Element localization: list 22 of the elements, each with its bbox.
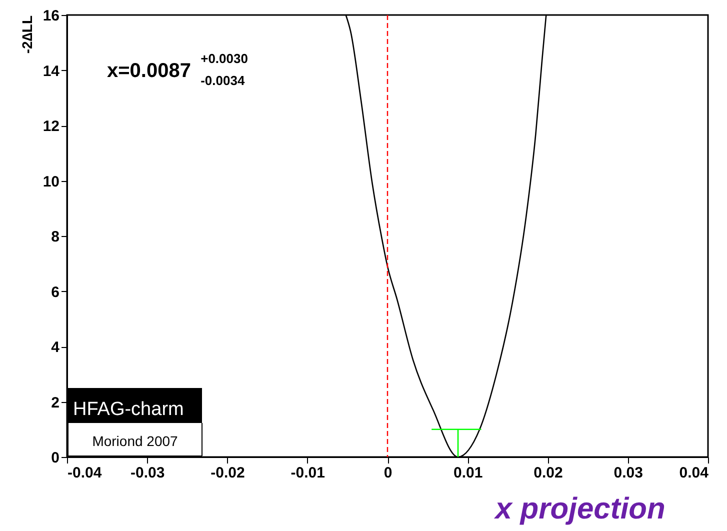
x-tick-label: 0	[384, 464, 392, 482]
x-tick-label: -0.02	[210, 464, 245, 482]
y-tick-label: 16	[42, 8, 60, 24]
x-tick-label: -0.04	[68, 464, 102, 482]
x-tick-label: 0.04	[679, 464, 710, 482]
y-tick-label: 12	[42, 118, 60, 135]
y-tick-label: 2	[51, 394, 60, 412]
annotation: HFAG-charm	[73, 399, 184, 420]
y-axis-title: -2∆LL	[18, 15, 35, 54]
y-tick-label: 14	[42, 62, 60, 80]
x-axis-title: x projection	[493, 492, 666, 526]
y-tick-label: 4	[51, 339, 60, 356]
x-tick-label: 0.03	[614, 464, 643, 482]
annotation: Moriond 2007	[92, 433, 178, 449]
x-tick-label: 0.02	[534, 464, 563, 482]
x-tick-label: 0.01	[454, 464, 483, 482]
y-tick-label: 8	[51, 228, 60, 246]
y-tick-label: 10	[42, 173, 60, 190]
y-tick-label: 0	[51, 450, 60, 466]
y-tick-label: 6	[51, 284, 60, 301]
x-tick-label: -0.03	[130, 464, 165, 482]
x-tick-label: -0.01	[290, 464, 325, 482]
